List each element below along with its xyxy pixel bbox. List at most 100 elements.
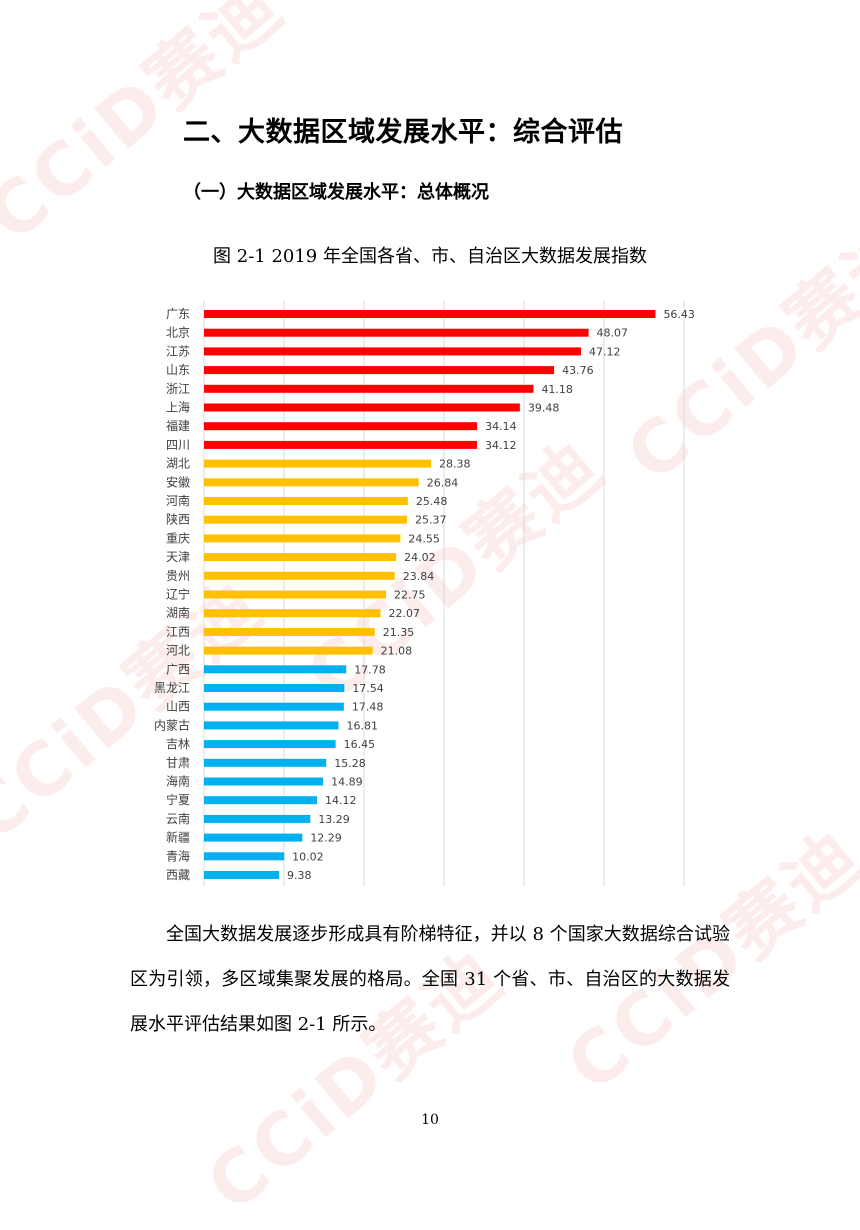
labels-layer: 广东 56.43 北京 48.07 江苏 47.12 山东 43.76 浙江 41.18 上海 39.… [154, 307, 695, 882]
data-label: 34.14 [485, 420, 517, 433]
bar [204, 553, 397, 562]
bar [204, 684, 345, 692]
data-label: 34.12 [485, 439, 516, 452]
bar [204, 478, 419, 487]
bar [204, 310, 656, 318]
category-label: 重庆 [166, 531, 190, 545]
bars-layer [204, 310, 656, 879]
data-label: 24.02 [404, 551, 436, 564]
bar [204, 459, 432, 468]
data-label: 43.76 [562, 364, 594, 377]
data-label: 48.07 [597, 327, 629, 340]
category-label: 江西 [166, 625, 190, 639]
bar [204, 571, 395, 580]
data-label: 23.84 [403, 570, 435, 583]
bar [204, 777, 324, 786]
bar [204, 497, 408, 505]
category-label: 江苏 [166, 344, 190, 358]
bar [204, 814, 311, 823]
bar [204, 852, 285, 861]
category-label: 湖北 [166, 456, 190, 471]
category-label: 安徽 [166, 474, 190, 489]
bar [204, 328, 589, 337]
data-label: 13.29 [318, 813, 350, 826]
category-label: 福建 [166, 418, 190, 433]
data-label: 24.55 [408, 532, 440, 545]
data-label: 47.12 [589, 345, 621, 358]
category-label: 甘肃 [166, 756, 190, 770]
category-label: 宁夏 [166, 792, 190, 807]
category-label: 辽宁 [166, 587, 190, 602]
category-label: 内蒙古 [154, 717, 190, 732]
category-label: 西藏 [166, 868, 190, 882]
data-label: 15.28 [334, 757, 366, 770]
data-label: 17.78 [354, 663, 386, 676]
category-label: 新疆 [166, 830, 190, 845]
data-label: 14.89 [331, 776, 363, 789]
bar [204, 366, 555, 375]
bar [204, 833, 303, 842]
category-label: 青海 [166, 848, 190, 863]
bar [204, 721, 339, 730]
data-label: 9.38 [287, 869, 312, 882]
bar [204, 347, 581, 356]
bar [204, 871, 280, 879]
category-label: 陕西 [166, 512, 190, 527]
data-label: 10.02 [292, 850, 324, 863]
category-label: 云南 [166, 811, 190, 826]
bar [204, 440, 477, 449]
category-label: 黑龙江 [154, 681, 190, 695]
category-label: 天津 [166, 550, 190, 564]
data-label: 17.54 [352, 682, 384, 695]
category-label: 山东 [166, 363, 190, 377]
bar [204, 403, 520, 412]
data-label: 16.45 [344, 738, 376, 751]
bar-chart: 广东 56.43 北京 48.07 江苏 47.12 山东 43.76 浙江 41.18 上海 39.… [154, 300, 695, 886]
data-label: 22.75 [394, 589, 426, 602]
category-label: 河北 [166, 644, 190, 658]
bar [204, 590, 386, 599]
data-label: 14.12 [325, 794, 357, 807]
bar [204, 665, 347, 674]
page-number: 10 [421, 1112, 439, 1128]
data-label: 25.37 [415, 514, 447, 527]
category-label: 广东 [166, 307, 190, 321]
bar [204, 758, 327, 767]
category-label: 贵州 [166, 569, 190, 583]
category-label: 河南 [166, 493, 190, 508]
bar [204, 534, 401, 543]
data-label: 17.48 [352, 701, 384, 714]
bar [204, 609, 381, 618]
category-label: 广西 [166, 662, 190, 676]
bar [204, 422, 478, 431]
bar [204, 515, 407, 524]
bar [204, 646, 373, 655]
data-label: 12.29 [310, 832, 342, 845]
category-label: 四川 [166, 438, 190, 452]
data-label: 41.18 [541, 383, 573, 396]
data-label: 16.81 [346, 719, 378, 732]
data-label: 21.35 [383, 626, 415, 639]
data-label: 26.84 [427, 476, 459, 489]
bar [204, 796, 317, 805]
category-label: 浙江 [166, 382, 190, 396]
category-label: 北京 [166, 326, 190, 340]
category-label: 山西 [166, 700, 190, 714]
data-label: 21.08 [381, 645, 413, 658]
bar [204, 384, 534, 393]
data-label: 28.38 [439, 458, 471, 471]
data-label: 39.48 [528, 402, 560, 415]
category-label: 上海 [166, 400, 190, 415]
figure-caption: 图 2-1 2019 年全国各省、市、自治区大数据发展指数 [213, 246, 647, 267]
subsection-heading: （一）大数据区域发展水平：总体概况 [183, 182, 489, 203]
data-label: 56.43 [663, 308, 695, 321]
data-label: 25.48 [416, 495, 448, 508]
category-label: 海南 [166, 774, 190, 789]
bar [204, 740, 336, 749]
data-label: 22.07 [389, 607, 421, 620]
category-label: 湖南 [166, 605, 190, 620]
section-heading: 二、大数据区域发展水平：综合评估 [183, 117, 623, 148]
body-paragraph: 全国大数据发展逐步形成具有阶梯特征，并以 8 个国家大数据综合试验区为引领，多区… [130, 924, 730, 1035]
bar [204, 627, 375, 636]
category-label: 吉林 [166, 737, 190, 751]
